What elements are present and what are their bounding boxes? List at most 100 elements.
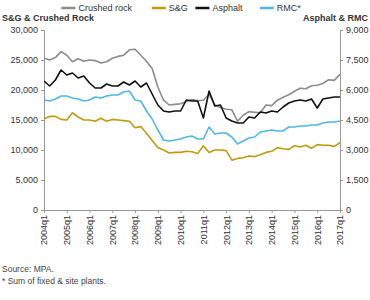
tick-label: 30,000 (10, 25, 38, 35)
tick-mark (317, 210, 318, 213)
axis-line (45, 211, 341, 214)
tick-mark (158, 210, 159, 213)
tick-label: 7,500 (346, 55, 369, 65)
tick-label: 25,000 (10, 55, 38, 65)
tick: 2006q1 (85, 210, 95, 245)
tick: 2009q1 (153, 210, 163, 245)
tick-label: 10,000 (10, 145, 38, 155)
tick: 2005q1 (62, 210, 72, 245)
tick-label: 9,000 (346, 25, 369, 35)
tick: 20,000 (10, 85, 44, 95)
series-line (44, 70, 340, 123)
legend: Crushed rock S&G Asphalt RMC* (61, 3, 301, 13)
legend-item: Asphalt (195, 3, 243, 13)
series-line (44, 49, 340, 121)
tick: 2015q1 (290, 210, 300, 245)
tick: 2017q1 (335, 210, 345, 245)
tick-mark (67, 210, 68, 213)
tick-mark (249, 210, 250, 213)
tick: 7,500 (340, 55, 369, 65)
tick-mark (135, 210, 136, 213)
legend-label: S&G (169, 3, 188, 13)
tick: 15,000 (10, 115, 44, 125)
tick-mark (41, 90, 44, 91)
tick-mark (340, 90, 343, 91)
y2-axis-title: Asphalt & RMC (303, 13, 369, 23)
legend-item: Crushed rock (61, 3, 132, 13)
tick-label: 2007q1 (108, 215, 118, 245)
tick-label: 1,500 (346, 175, 369, 185)
tick: 0 (340, 205, 351, 215)
tick: 2007q1 (108, 210, 118, 245)
legend-swatch (152, 7, 166, 10)
tick-mark (272, 210, 273, 213)
tick-label: 2006q1 (85, 215, 95, 245)
tick-label: 0 (33, 205, 38, 215)
tick: 2008q1 (130, 210, 140, 245)
tick: 3,000 (340, 145, 369, 155)
tick: 4,500 (340, 115, 369, 125)
tick: 5,000 (15, 175, 44, 185)
tick: 10,000 (10, 145, 44, 155)
tick-label: 2011q1 (199, 215, 209, 244)
tick-mark (226, 210, 227, 213)
series-line (44, 91, 340, 144)
note: * Sum of fixed & site plants. (2, 276, 106, 286)
tick-mark (181, 210, 182, 213)
tick-mark (44, 210, 45, 213)
tick-mark (340, 120, 343, 121)
tick-label: 2008q1 (130, 215, 140, 245)
tick: 30,000 (10, 25, 44, 35)
legend-item: RMC* (260, 3, 301, 13)
tick-label: 2012q1 (222, 215, 232, 245)
tick: 0 (33, 205, 44, 215)
legend-swatch (195, 7, 209, 10)
y-axis: 0 5,000 10,000 15,000 20,000 25,000 30,000 (10, 25, 44, 215)
tick-label: 2014q1 (267, 215, 277, 245)
tick-mark (112, 210, 113, 213)
legend-item: S&G (152, 3, 188, 13)
tick: 2013q1 (244, 210, 254, 245)
tick-mark (41, 210, 44, 211)
axis-line (341, 31, 344, 211)
tick-label: 2005q1 (62, 215, 72, 245)
legend-label: RMC* (277, 3, 301, 13)
tick: 1,500 (340, 175, 369, 185)
tick-mark (340, 30, 343, 31)
tick: 2004q1 (39, 210, 49, 245)
legend-label: Asphalt (212, 3, 243, 13)
tick-label: 3,000 (346, 145, 369, 155)
tick-label: 6,000 (346, 85, 369, 95)
legend-label: Crushed rock (78, 3, 132, 13)
x-axis: 2004q12005q12006q12007q12008q12009q12010… (39, 210, 345, 245)
tick-mark (41, 150, 44, 151)
tick-mark (41, 120, 44, 121)
tick: 6,000 (340, 85, 369, 95)
tick-mark (340, 60, 343, 61)
y2-axis: 0 1,500 3,000 4,500 6,000 7,500 9,000 (340, 25, 369, 215)
tick-label: 5,000 (15, 175, 38, 185)
tick-label: 2009q1 (153, 215, 163, 245)
tick: 9,000 (340, 25, 369, 35)
tick-label: 15,000 (10, 115, 38, 125)
tick: 25,000 (10, 55, 44, 65)
tick: 2014q1 (267, 210, 277, 245)
tick-label: 2017q1 (335, 215, 345, 245)
tick: 2012q1 (222, 210, 232, 245)
tick-mark (90, 210, 91, 213)
tick-label: 4,500 (346, 115, 369, 125)
legend-swatch (61, 7, 75, 10)
tick-mark (294, 210, 295, 213)
y-axis-title: S&G & Crushed Rock (2, 13, 95, 23)
tick-label: 2013q1 (244, 215, 254, 245)
lines (44, 49, 340, 160)
tick-mark (41, 180, 44, 181)
tick-mark (41, 60, 44, 61)
tick-mark (340, 150, 343, 151)
tick-label: 2016q1 (313, 215, 323, 245)
tick-label: 2004q1 (39, 215, 49, 245)
tick-mark (203, 210, 204, 213)
note: Source: MPA. (2, 264, 54, 274)
tick-label: 2015q1 (290, 215, 300, 245)
tick-label: 0 (346, 205, 351, 215)
